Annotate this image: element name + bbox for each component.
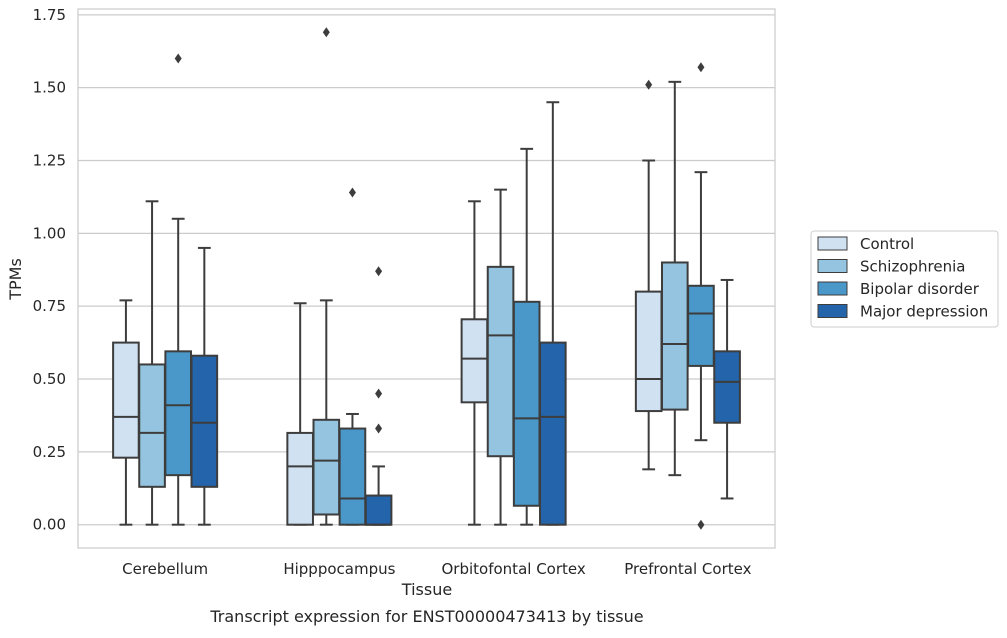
box-iqr — [687, 284, 715, 367]
y-tick-label: 1.75 — [33, 6, 66, 24]
legend-items: Control Schizophrenia Bipolar disorder Majo… — [817, 235, 988, 321]
y-tick-labels: 0.00 0.25 0.50 0.75 1.00 1.25 1.50 1.75 — [33, 6, 66, 534]
box-iqr — [338, 427, 367, 526]
outlier-marker — [375, 266, 383, 277]
box-iqr — [512, 300, 541, 507]
box-plot-group — [687, 62, 715, 530]
box-plot-group — [364, 266, 393, 526]
box-iqr — [112, 341, 140, 459]
plot-area-frame — [77, 8, 776, 549]
legend-swatch — [817, 236, 848, 251]
x-tick-label: Orbitofontal Cortex — [442, 560, 586, 578]
y-tick-label: 0.50 — [33, 370, 66, 388]
box-iqr — [713, 350, 741, 424]
outlier-marker — [375, 423, 383, 434]
box-iqr — [634, 290, 663, 413]
box-plot-group — [286, 302, 314, 526]
outlier-marker — [697, 519, 705, 530]
box-iqr — [312, 418, 341, 516]
y-tick-label: 0.00 — [33, 516, 66, 534]
y-axis-label: TPMs — [6, 258, 25, 301]
box-plot-group — [112, 299, 140, 526]
box-iqr — [539, 341, 567, 526]
x-tick-label: Prefrontal Cortex — [624, 560, 751, 578]
box-plot-group — [164, 53, 193, 526]
box-plot-group — [634, 79, 663, 471]
legend-swatch — [817, 304, 848, 318]
box-plot-group — [539, 101, 567, 526]
box-iqr — [460, 318, 489, 404]
box-iqr — [486, 265, 515, 458]
legend-label: Control — [860, 235, 914, 253]
legend-swatch — [817, 259, 848, 273]
legend-swatch — [817, 281, 848, 296]
legend-frame — [810, 230, 999, 328]
box-iqr — [660, 261, 689, 411]
box-plot-group — [713, 278, 741, 500]
box-plot-group — [338, 187, 367, 526]
y-tick-label: 0.25 — [33, 443, 66, 461]
outlier-marker — [697, 62, 705, 73]
x-tick-labels: Cerebellum Hipppocampus Orbitofontal Corte… — [122, 560, 751, 578]
box-plot-group — [312, 27, 341, 526]
box-plots — [112, 27, 741, 530]
figure-caption: Transcript expression for ENST0000047341… — [209, 607, 643, 626]
legend-label: Schizophrenia — [860, 258, 965, 276]
y-tick-label: 1.25 — [33, 152, 66, 170]
box-plot-group — [190, 246, 219, 526]
box-plot-group — [460, 200, 489, 526]
legend-label: Bipolar disorder — [860, 280, 980, 298]
box-iqr — [286, 431, 314, 526]
outlier-marker — [645, 79, 653, 90]
y-tick-label: 1.00 — [33, 224, 66, 242]
y-tick-label: 0.75 — [33, 297, 66, 315]
y-tick-label: 1.50 — [33, 79, 66, 97]
box-iqr — [164, 350, 193, 477]
box-plot-group — [660, 80, 689, 477]
box-iqr — [364, 494, 393, 526]
box-plot-group — [138, 200, 166, 526]
x-tick-label: Hipppocampus — [283, 560, 395, 578]
box-iqr — [190, 354, 219, 488]
legend-label: Major depression — [860, 303, 988, 321]
box-plot-group — [486, 188, 515, 526]
outlier-marker — [348, 187, 356, 198]
legend: Control Schizophrenia Bipolar disorder Majo… — [810, 230, 999, 328]
x-axis-label: Tissue — [401, 580, 452, 599]
outlier-marker — [174, 53, 182, 64]
box-iqr — [138, 363, 166, 488]
x-tick-label: Cerebellum — [122, 560, 208, 578]
outlier-marker — [322, 27, 330, 38]
outlier-marker — [375, 388, 383, 399]
